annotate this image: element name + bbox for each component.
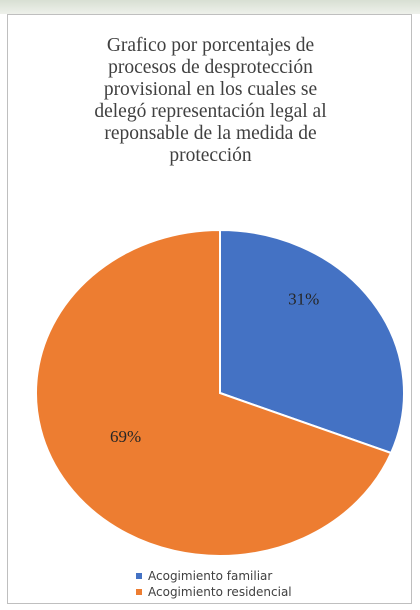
chart-title-line: Grafico por porcentajes de: [106, 35, 315, 56]
pie-chart: 31% 69%: [35, 228, 405, 557]
legend-item: Acogimiento residencial: [136, 584, 292, 600]
data-label: 69%: [110, 427, 141, 446]
header-band: [0, 0, 420, 14]
legend-label: Acogimiento residencial: [148, 585, 292, 599]
chart-container: Grafico por porcentajes de procesos de de…: [7, 14, 412, 604]
chart-title-line: procesos de desprotección: [108, 57, 313, 78]
legend-swatch: [136, 589, 142, 595]
legend-item: Acogimiento familiar: [136, 568, 292, 584]
chart-title-line: reponsable de la medida de: [104, 123, 317, 144]
legend-swatch: [136, 573, 142, 579]
data-label: 31%: [288, 290, 319, 309]
chart-title-line: provisional en los cuales se: [103, 79, 318, 100]
chart-title-line: protección: [169, 145, 252, 166]
chart-legend: Acogimiento familiar Acogimiento residenc…: [136, 568, 292, 600]
chart-title: Grafico por porcentajes de procesos de de…: [48, 35, 373, 167]
pie-slice-acogimiento-familiar: [219, 228, 405, 455]
legend-label: Acogimiento familiar: [148, 569, 273, 583]
pie-slice-acogimiento-residencial: [35, 228, 393, 557]
chart-title-line: delegó representación legal al: [94, 101, 327, 122]
